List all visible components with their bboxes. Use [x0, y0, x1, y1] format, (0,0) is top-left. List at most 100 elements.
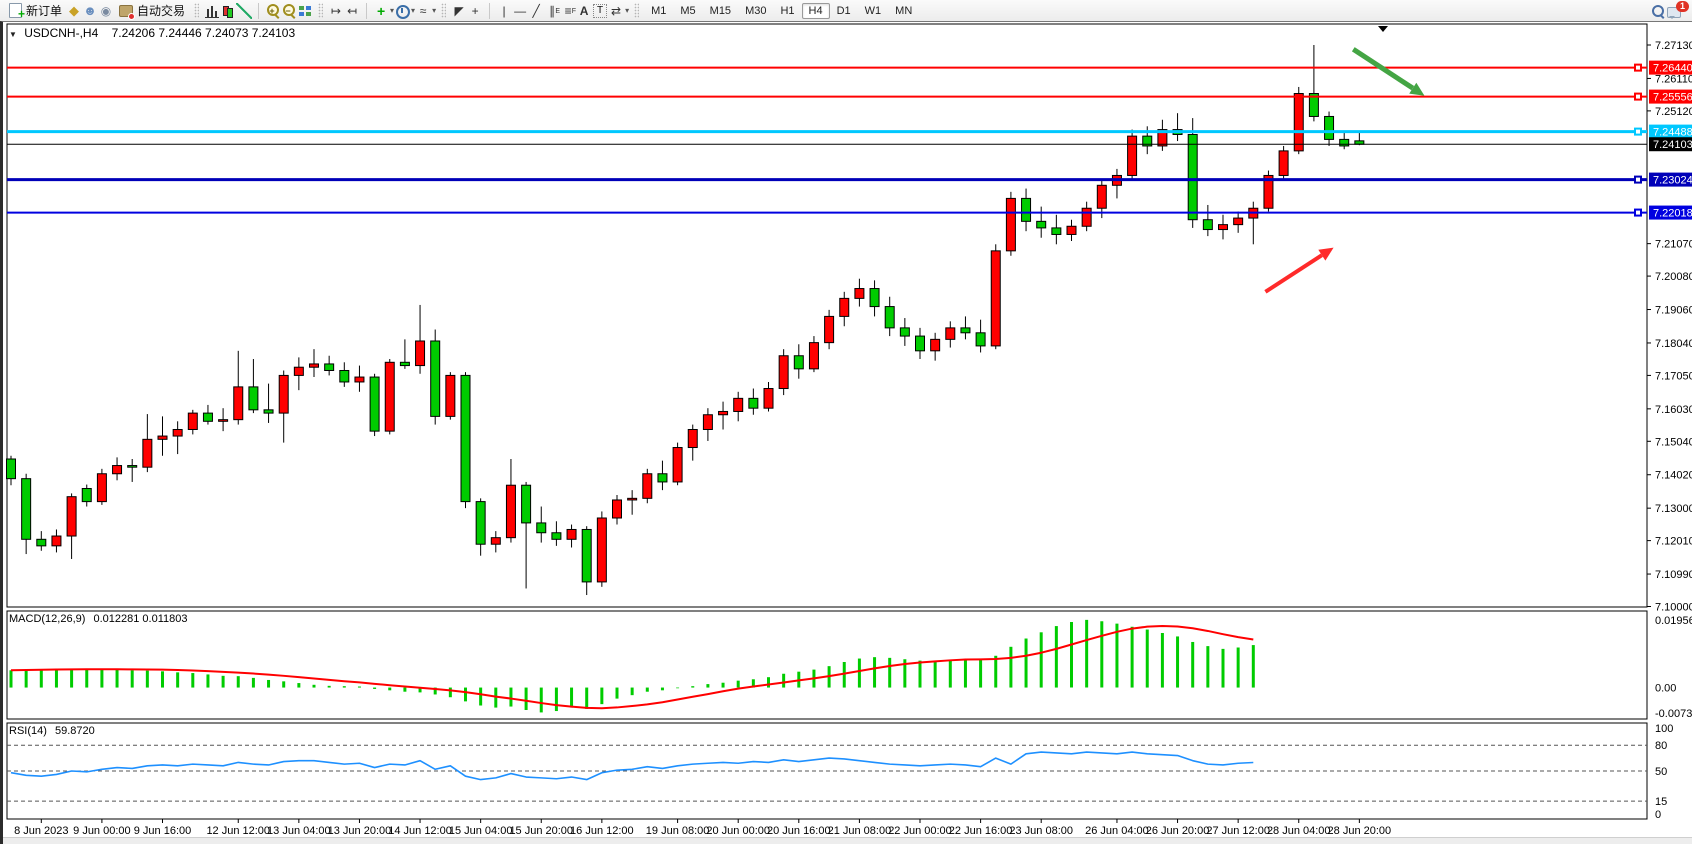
search-icon[interactable]	[1650, 3, 1666, 19]
rsi-indicator-value: 59.8720	[54, 725, 95, 737]
macd-scale-max: 0.019561	[1655, 615, 1692, 627]
notification-badge: 1	[1676, 0, 1689, 12]
line-handle[interactable]	[1634, 92, 1642, 101]
candle	[81, 487, 92, 503]
timeframe-w1[interactable]: W1	[864, 4, 882, 17]
red-arrow[interactable]	[1264, 253, 1323, 294]
candle	[899, 327, 910, 337]
candle	[445, 374, 456, 417]
candle	[430, 340, 441, 417]
trendline-icon[interactable]: ╱	[532, 3, 540, 18]
chart-shift-icon[interactable]: ↤	[347, 3, 358, 18]
fibonacci-icon[interactable]: ≡	[560, 3, 577, 20]
candle	[475, 501, 486, 545]
new-order-button[interactable]: 新订单	[3, 1, 66, 20]
zoom-in-icon[interactable]: +	[265, 3, 281, 19]
timeframe-m30[interactable]: M30	[745, 4, 767, 17]
signal-icon[interactable]: ◉	[100, 3, 112, 18]
candle	[687, 428, 698, 449]
candle	[869, 288, 880, 308]
timeframe-m15[interactable]: M15	[709, 4, 732, 17]
candle	[172, 428, 183, 437]
price-tick-label: 7.12010	[1655, 536, 1692, 548]
chart-dropdown-icon[interactable]: ▼	[9, 30, 17, 39]
candle	[975, 332, 986, 347]
hline-price-box	[1649, 60, 1692, 75]
macd-scale-min: -0.007367	[1655, 708, 1692, 720]
text-label-icon[interactable]: T	[593, 3, 608, 18]
timeframe-d1[interactable]: D1	[836, 4, 851, 17]
candle	[945, 327, 956, 340]
time-label: 16 Jun 12:00	[570, 825, 634, 837]
toolbar-grip[interactable]	[441, 3, 447, 18]
price-tick-label: 7.16030	[1655, 404, 1692, 416]
chart-canvas[interactable]: 7.27130 7.26110 7.25120 7.21070 7.20080 7.190…	[3, 22, 1692, 845]
profile-icon[interactable]: ☻	[83, 2, 97, 18]
main-panel-border	[6, 23, 1648, 608]
chevron-down-icon[interactable]: ▾	[432, 6, 437, 15]
timeframe-mn[interactable]: MN	[895, 4, 913, 17]
timeframe-m1[interactable]: M1	[651, 4, 667, 17]
green-arrow-head[interactable]	[1409, 82, 1425, 96]
chevron-down-icon[interactable]: ▾	[411, 6, 416, 15]
price-tick-label: 7.17050	[1655, 370, 1692, 382]
red-arrow-head[interactable]	[1318, 247, 1334, 261]
candle	[930, 338, 941, 352]
time-label: 26 Jun 20:00	[1146, 825, 1210, 837]
timeframe-h1[interactable]: H1	[780, 4, 795, 17]
green-arrow[interactable]	[1351, 47, 1415, 91]
time-label: 22 Jun 16:00	[949, 825, 1013, 837]
chart-shift-marker[interactable]	[1378, 26, 1388, 32]
auto-scroll-icon[interactable]: ↦	[331, 3, 342, 18]
line-handle[interactable]	[1634, 63, 1642, 72]
chat-icon[interactable]: 1	[1666, 0, 1689, 19]
equidistant-channel-icon[interactable]: ∥	[544, 3, 560, 20]
candle	[96, 473, 107, 503]
indicators-icon[interactable]: +	[376, 2, 386, 19]
chevron-down-icon[interactable]: ▾	[390, 6, 395, 15]
line-handle[interactable]	[1634, 127, 1642, 136]
price-tick-label: 7.20080	[1655, 271, 1692, 283]
bar-chart-icon[interactable]	[204, 2, 221, 19]
price-tick-label: 7.18040	[1655, 338, 1692, 350]
candle	[1157, 129, 1168, 147]
timeframe-h4[interactable]: H4	[801, 2, 830, 19]
horizontal-line-icon[interactable]: —	[514, 3, 527, 18]
candle	[127, 465, 138, 468]
candle	[187, 412, 198, 430]
candle	[339, 369, 350, 383]
line-handle[interactable]	[1634, 175, 1642, 184]
candle	[157, 435, 168, 440]
crosshair-icon[interactable]: +	[471, 3, 479, 18]
arrows-icon[interactable]: ⇄	[611, 3, 622, 18]
toolbar-grip[interactable]	[194, 3, 200, 18]
time-label: 15 Jun 04:00	[449, 825, 513, 837]
toolbar-grip[interactable]	[318, 3, 324, 18]
chevron-down-icon[interactable]: ▾	[625, 6, 630, 15]
tile-windows-icon[interactable]	[297, 2, 314, 19]
periods-icon[interactable]	[394, 3, 411, 19]
cursor-icon[interactable]: ◤	[454, 3, 464, 18]
text-icon[interactable]: A	[579, 3, 589, 18]
candle	[1066, 225, 1077, 235]
candle	[1233, 217, 1244, 226]
autotrading-button[interactable]: 自动交易	[114, 1, 189, 20]
candle	[551, 532, 562, 540]
candle	[581, 528, 592, 583]
candle	[778, 355, 789, 390]
templates-icon[interactable]: ≈	[419, 3, 427, 18]
timeframe-m5[interactable]: M5	[680, 4, 696, 17]
candlestick-chart-icon[interactable]	[220, 3, 236, 19]
zoom-out-icon[interactable]: −	[281, 3, 297, 19]
candle	[1324, 115, 1335, 140]
candle	[218, 419, 229, 422]
toolbar-grip[interactable]	[634, 3, 640, 18]
accounts-icon[interactable]: ◆	[69, 2, 80, 18]
candle	[1263, 174, 1274, 209]
macd-indicator-name: MACD(12,26,9)	[9, 613, 86, 625]
line-handle[interactable]	[1634, 208, 1642, 217]
vertical-line-icon[interactable]: |	[502, 3, 506, 18]
line-chart-icon[interactable]	[236, 2, 253, 19]
candle	[263, 409, 274, 414]
chart-title[interactable]: ▼ USDCNH-,H4 7.24206 7.24446 7.24073 7.2…	[9, 26, 295, 40]
